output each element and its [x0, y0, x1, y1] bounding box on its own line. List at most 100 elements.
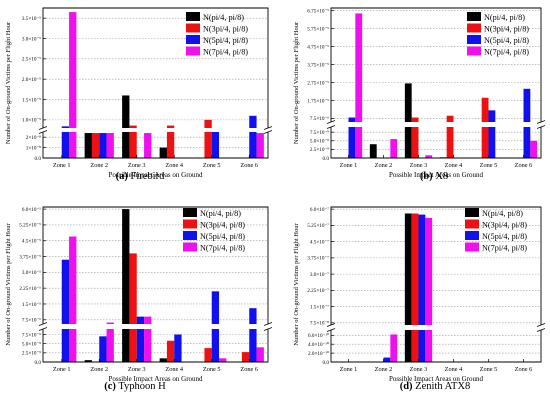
y-tick-label: 5.0×10⁻⁹: [22, 341, 41, 347]
x-tick-label: Zone 2: [375, 366, 393, 373]
legend-swatch-2: [467, 23, 481, 33]
bar-zone5-series-3: [488, 110, 496, 158]
y-tick-label: 3.0×10⁻⁷: [310, 272, 329, 278]
legend-swatch-4: [467, 46, 481, 56]
bar-zone3-series-3: [418, 214, 426, 362]
panel-caption: (d) Zenith ATX8: [400, 381, 471, 392]
legend-label-2: N(3pi/4, pi/8): [482, 220, 527, 229]
plot-frame-upper: [42, 206, 269, 324]
x-axis-title: Possible Impact Areas on Ground: [389, 375, 484, 383]
x-axis-title: Possible Impact Areas on Ground: [108, 375, 203, 383]
bar-zone4-series-3: [174, 334, 182, 362]
bar-zone6-series-4: [530, 140, 538, 158]
y-tick-label: 6.0×10⁻⁵: [22, 207, 41, 213]
panel-caption: (c) Typhoon H: [104, 381, 166, 392]
y-axis-title: Number of On-ground Victims per Flight H…: [5, 223, 12, 346]
y-axis-title: Number of On-ground Victims per Flight H…: [293, 21, 300, 144]
bar-zone6-series-2: [241, 352, 250, 362]
bar-zone3-series-1: [122, 209, 130, 362]
legend-label-3: N(5pi/4, pi/8): [484, 36, 529, 45]
legend-swatch-1: [465, 208, 479, 217]
bar-zone3-series-2: [411, 213, 419, 362]
legend-label-3: N(5pi/4, pi/8): [200, 232, 245, 241]
legend-swatch-3: [186, 35, 200, 44]
x-tick-label: Zone 4: [165, 162, 184, 169]
bar-zone5-series-2: [204, 348, 212, 362]
bar-zone2-series-4: [390, 139, 398, 158]
bar-zone3-series-4: [144, 133, 152, 158]
panel-caption-letter: (d): [400, 381, 413, 392]
panel-caption-text: Typhoon H: [116, 381, 166, 392]
bar-zone5-series-2: [204, 119, 212, 158]
x-axis-title: Possible Impact Areas on Ground: [108, 171, 203, 179]
legend-swatch-3: [467, 35, 481, 44]
legend: N(pi/4, pi/8) N(3pi/4, pi/8) N(5pi/4, pi/8…: [465, 208, 527, 252]
legend-label-4: N(7pi/4, pi/8): [203, 47, 248, 56]
legend-swatch-3: [465, 231, 479, 240]
bar-zone4-series-2: [446, 115, 454, 158]
panel-caption-letter: (b): [420, 171, 433, 182]
y-tick-label: 0.0: [35, 360, 42, 366]
y-tick-label: 3.75×10⁻⁵: [307, 62, 329, 68]
legend-label-2: N(3pi/4, pi/8): [200, 220, 245, 229]
bar-zone6-series-4: [256, 347, 264, 362]
y-tick-label: 3.75×10⁻⁷: [307, 256, 329, 262]
y-axis-title: Number of On-ground Victims per Flight H…: [293, 223, 300, 346]
bar-zone1-series-3: [61, 126, 70, 158]
bar-zone3-series-2: [129, 253, 137, 362]
plot-frame-lower: [42, 329, 269, 363]
bar-zone3-series-1: [122, 95, 130, 158]
y-tick-label: 0.0: [35, 156, 42, 162]
chart-panel-3: 7.5×10⁻⁶ 1.5×10⁻⁵ 2.25×10⁻⁵ 3.0×10⁻⁵ 3.75×10…: [5, 206, 274, 392]
bar-zone2-series-4: [390, 334, 398, 362]
legend-label-3: N(5pi/4, pi/8): [203, 36, 248, 45]
bar-zone3-series-2: [129, 125, 137, 158]
legend-label-1: N(pi/4, pi/8): [200, 209, 241, 218]
y-tick-label: 7.5×10⁻⁹: [310, 130, 329, 136]
x-tick-label: Zone 5: [203, 366, 221, 373]
y-tick-label: 2.25×10⁻⁷: [307, 288, 329, 294]
bar-zone4-series-2: [166, 125, 175, 158]
axis-break-gap: [325, 325, 547, 330]
bar-zone5-series-3: [211, 132, 220, 158]
chart-panel-1: 1.0×10⁻⁵ 1.5×10⁻⁵ 2.0×10⁻⁵ 2.5×10⁻⁵ 3.0×10⁻⁵…: [5, 7, 274, 182]
y-tick-label: 4.5×10⁻⁵: [22, 239, 41, 245]
legend-swatch-1: [467, 12, 481, 21]
y-tick-label: 6.0×10⁻⁷: [310, 207, 329, 213]
y-tick-label: 7.5×10⁻⁹: [22, 332, 41, 338]
bar-zone3-series-3: [136, 316, 145, 362]
y-tick-label: 7.5×10⁻⁸: [310, 321, 329, 327]
x-tick-label: Zone 4: [445, 366, 464, 373]
y-tick-label: 5.75×10⁻⁵: [307, 26, 329, 32]
bar-zone3-series-4: [425, 217, 433, 362]
bar-zone2-series-4: [106, 322, 114, 362]
x-tick-label: Zone 3: [410, 162, 428, 169]
plot-frame-upper: [42, 7, 269, 128]
legend-label-4: N(7pi/4, pi/8): [484, 47, 529, 56]
legend: N(pi/4, pi/8) N(3pi/4, pi/8) N(5pi/4, pi/8…: [467, 12, 529, 56]
bar-zone2-series-1: [369, 144, 377, 158]
y-tick-label: 2.25×10⁻⁵: [19, 286, 41, 292]
legend-label-4: N(7pi/4, pi/8): [200, 243, 245, 252]
legend-label-4: N(7pi/4, pi/8): [482, 243, 527, 252]
x-tick-label: Zone 1: [53, 162, 71, 169]
legend: N(pi/4, pi/8) N(3pi/4, pi/8) N(5pi/4, pi/8…: [183, 208, 245, 252]
x-tick-label: Zone 1: [340, 162, 358, 169]
y-tick-label: 3.75×10⁻⁵: [19, 254, 41, 260]
bar-zone4-series-2: [166, 340, 175, 362]
x-tick-label: Zone 3: [410, 366, 428, 373]
legend-label-2: N(3pi/4, pi/8): [203, 24, 248, 33]
legend-label-1: N(pi/4, pi/8): [482, 209, 523, 218]
legend-swatch-4: [186, 46, 200, 56]
x-tick-label: Zone 5: [480, 366, 498, 373]
bar-zone3-series-4: [425, 155, 433, 158]
bar-zone4-series-1: [159, 147, 167, 158]
y-tick-label: 2.0×10⁻⁵: [22, 77, 41, 83]
bar-zone1-series-3: [348, 117, 356, 158]
bar-zone5-series-4: [219, 358, 227, 362]
bar-zone3-series-1: [404, 213, 412, 362]
y-tick-label: 2.0×10⁻¹⁰: [308, 351, 329, 357]
bar-zone2-series-4: [106, 133, 114, 158]
y-tick-label: 3.5×10⁻⁵: [22, 16, 41, 22]
axis-break-gap: [325, 122, 547, 127]
